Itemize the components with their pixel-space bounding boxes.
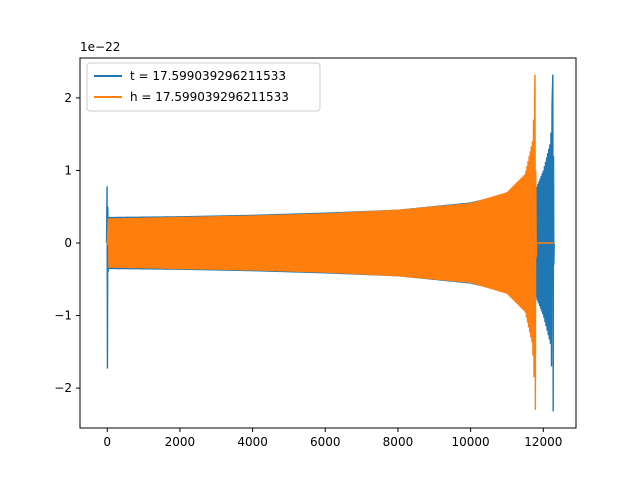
legend-label-h: h = 17.599039296211533 [130, 90, 289, 104]
y-tick-label: −2 [54, 381, 72, 395]
y-tick-label: 2 [64, 91, 72, 105]
x-tick-label: 8000 [383, 435, 414, 449]
series-layer [105, 74, 555, 412]
series-line-h [106, 74, 555, 410]
x-tick-label: 10000 [452, 435, 490, 449]
legend: t = 17.599039296211533 h = 17.5990392962… [86, 62, 321, 112]
x-tick-label: 0 [103, 435, 111, 449]
y-offset-label: 1e−22 [80, 40, 120, 54]
legend-label-t: t = 17.599039296211533 [130, 69, 286, 83]
x-tick-label: 12000 [524, 435, 562, 449]
legend-box [86, 62, 321, 112]
y-axis: −2 −1 0 1 2 [54, 91, 80, 395]
x-tick-label: 4000 [237, 435, 268, 449]
y-tick-label: −1 [54, 309, 72, 323]
x-axis: 0 2000 4000 6000 8000 10000 12000 [103, 428, 562, 449]
y-tick-label: 1 [64, 163, 72, 177]
x-tick-label: 6000 [310, 435, 341, 449]
x-tick-label: 2000 [165, 435, 196, 449]
y-tick-label: 0 [64, 236, 72, 250]
